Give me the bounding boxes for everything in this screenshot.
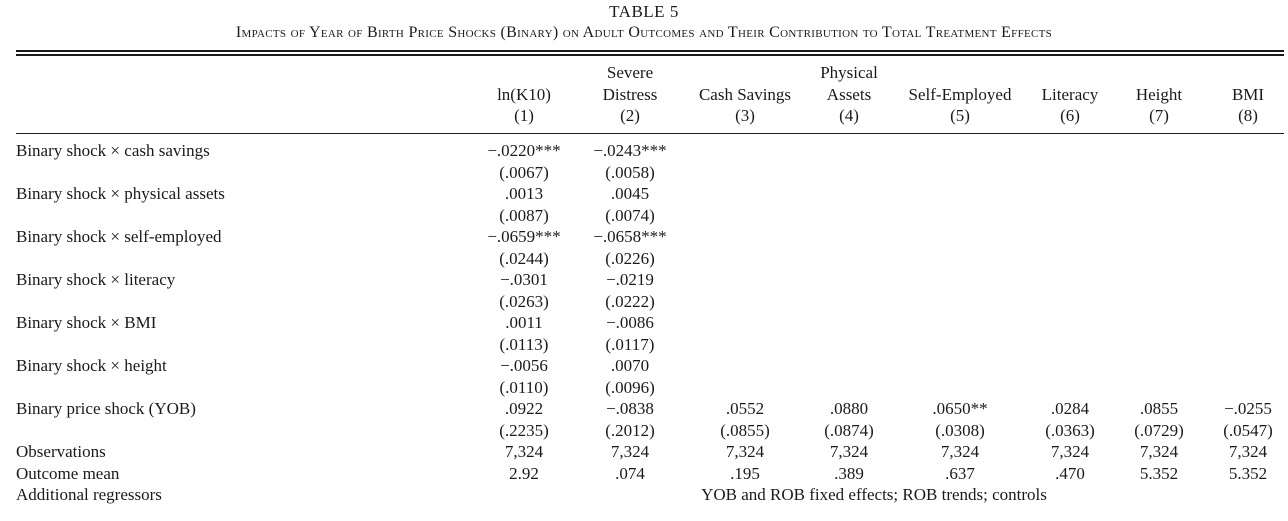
table-number: TABLE 5 [609,2,679,21]
observations-cell: 7,324 [1050,442,1090,461]
std-error-cell: (.0074) [605,205,655,225]
coefficient-cell: .0650** [932,399,988,418]
row-label-outcome-mean: Outcome mean [16,463,120,483]
top-rule-double [16,54,1284,56]
std-error-cell: (.0363) [1045,420,1095,440]
row-label-additional-regressors: Additional regressors [16,485,162,504]
std-error-cell: (.0113) [499,334,549,354]
std-error-cell: (.0222) [605,291,655,311]
row-label: Binary shock × cash savings [16,141,210,160]
column-header-line: Severe [606,63,654,82]
column-header-line: (7) [1149,106,1169,125]
coefficient-cell: .0284 [1050,399,1090,418]
coefficient-cell: −.0056 [500,356,548,375]
coefficient-cell: −.0301 [500,270,548,289]
std-error-cell: (.0547) [1223,420,1273,440]
outcome-mean-cell: .470 [1055,463,1085,483]
observations-cell: 7,324 [1139,442,1179,461]
outcome-mean-cell: 2.92 [509,463,539,483]
column-header-line: (8) [1238,106,1258,125]
table-title: Impacts of Year of Birth Price Shocks (B… [235,24,1053,41]
column-header-line: (3) [735,106,755,125]
row-label-observations: Observations [16,442,106,461]
coefficient-cell: −.0219 [606,270,654,289]
additional-regressors-text: YOB and ROB fixed effects; ROB trends; c… [701,485,1047,504]
column-header-line: Height [1135,84,1183,104]
std-error-cell: (.0117) [605,334,655,354]
coefficient-cell: .0922 [504,399,544,418]
column-header-line: Cash Savings [698,84,792,104]
observations-cell: 7,324 [829,442,869,461]
coefficient-cell: .0880 [829,399,869,418]
column-header-line: Self-Employed [908,84,1012,104]
coefficient-cell: −.0658*** [593,227,667,246]
std-error-cell: (.2012) [605,420,655,440]
column-header-line: (4) [839,106,859,125]
coefficient-cell: −.0086 [606,313,654,332]
std-error-cell: (.0087) [499,205,549,225]
observations-cell: 7,324 [610,442,650,461]
std-error-cell: (.0058) [605,162,655,182]
outcome-mean-cell: .389 [834,463,864,483]
column-header-line: Distress [602,84,658,104]
observations-cell: 7,324 [725,442,765,461]
column-header-line: (2) [620,106,640,125]
std-error-cell: (.0855) [720,420,770,440]
observations-cell: 7,324 [504,442,544,461]
column-header-line: Assets [826,84,872,104]
std-error-cell: (.0729) [1134,420,1184,440]
column-header-line: (5) [950,106,970,125]
column-header-line: ln(K10) [497,84,551,104]
row-label: Binary shock × BMI [16,313,157,332]
std-error-cell: (.0244) [499,248,549,268]
std-error-cell: (.0874) [824,420,874,440]
coefficient-cell: −.0838 [606,399,654,418]
coefficient-cell: .0552 [725,399,765,418]
column-header-line: (6) [1060,106,1080,125]
std-error-cell: (.0308) [935,420,985,440]
coefficient-cell: −.0243*** [593,141,667,160]
std-error-cell: (.0263) [499,291,549,311]
std-error-cell: (.0226) [605,248,655,268]
column-header-line: Literacy [1041,84,1099,104]
observations-cell: 7,324 [1228,442,1268,461]
row-label: Binary shock × physical assets [16,184,225,203]
std-error-cell: (.2235) [499,420,549,440]
outcome-mean-cell: .637 [945,463,975,483]
column-header-line: Physical [820,63,878,82]
coefficient-cell: .0045 [610,184,650,203]
coefficient-cell: −.0659*** [487,227,561,246]
outcome-mean-cell: .074 [615,463,645,483]
coefficient-cell: .0013 [504,184,544,203]
row-label: Binary shock × height [16,356,167,375]
header-rule [16,133,1284,134]
column-header-line: (1) [514,106,534,125]
row-label: Binary price shock (YOB) [16,399,196,418]
std-error-cell: (.0067) [499,162,549,182]
coefficient-cell: −.0220*** [487,141,561,160]
coefficient-cell: .0070 [610,356,650,375]
coefficient-cell: .0011 [505,313,543,332]
row-label: Binary shock × literacy [16,270,176,289]
column-header-line: BMI [1231,84,1265,104]
std-error-cell: (.0110) [499,377,549,397]
outcome-mean-cell: .195 [730,463,760,483]
coefficient-cell: −.0255 [1224,399,1272,418]
outcome-mean-cell: 5.352 [1139,463,1179,483]
coefficient-cell: .0855 [1139,399,1179,418]
std-error-cell: (.0096) [605,377,655,397]
outcome-mean-cell: 5.352 [1228,463,1268,483]
row-label: Binary shock × self-employed [16,227,222,246]
top-rule [16,50,1284,52]
observations-cell: 7,324 [940,442,980,461]
